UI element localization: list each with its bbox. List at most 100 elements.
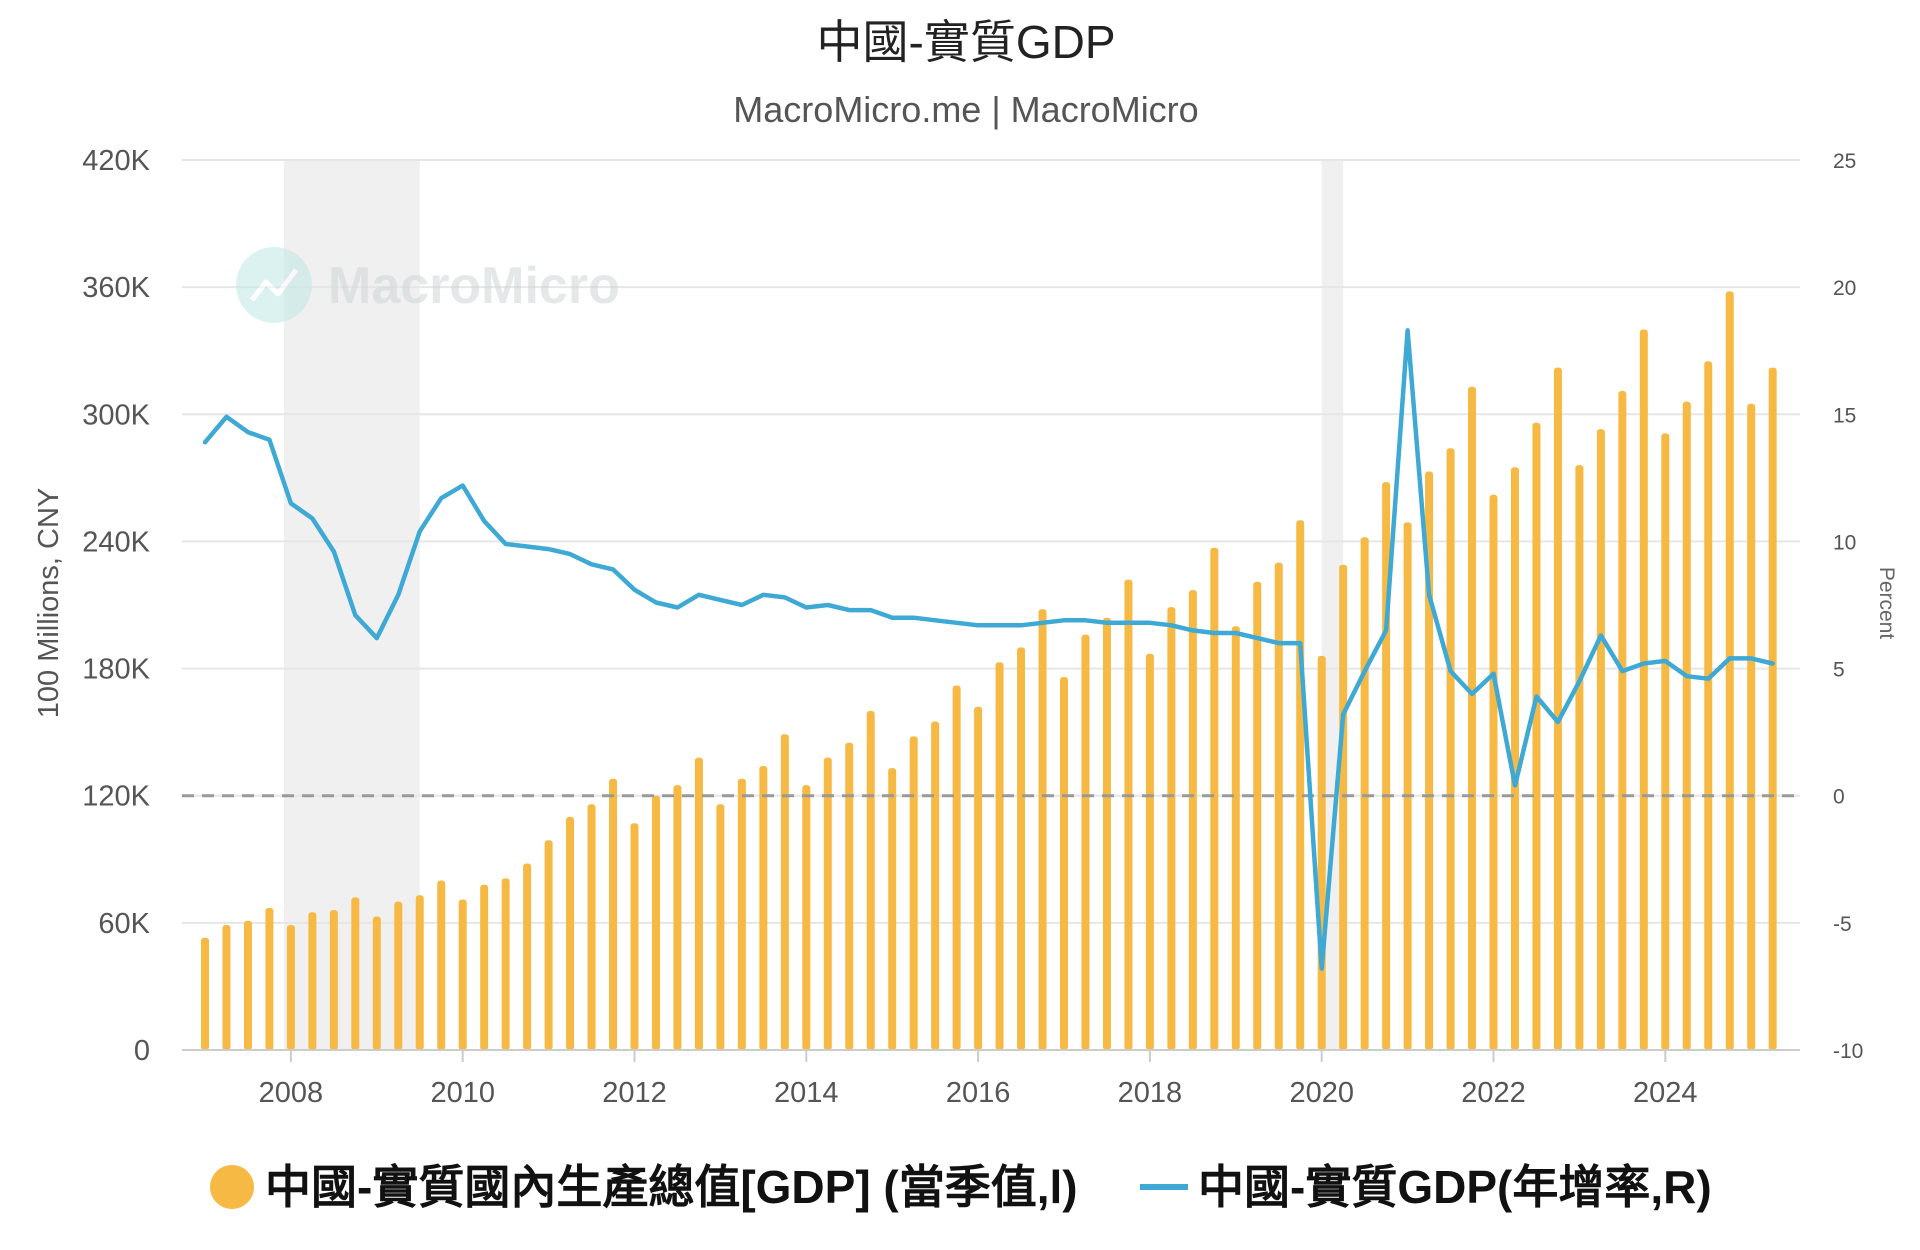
gdp-bar [802,785,811,1050]
gdp-bar [909,736,918,1050]
gdp-bar [1661,433,1670,1050]
watermark-logo-line-icon [250,268,298,302]
legend-gdp-label: 中國-實質國內生產總值[GDP] (當季值,l) [265,1161,1078,1213]
left-tick-label: 240K [82,526,150,558]
x-tick-label: 2024 [1633,1077,1698,1109]
right-tick-label: 20 [1833,277,1856,300]
right-tick-label: 5 [1833,659,1845,682]
gdp-bar [1425,471,1434,1050]
gdp-bar [780,734,789,1050]
gdp-bar [1167,607,1176,1050]
gdp-bar [1403,522,1412,1050]
gdp-bar [1145,653,1154,1050]
right-tick-label: 15 [1833,404,1856,427]
x-tick-label: 2012 [602,1077,667,1109]
legend-item-growth[interactable]: 中國-實質GDP(年增率,R) [1140,1161,1712,1213]
gdp-bar [759,766,768,1050]
left-tick-label: 120K [82,781,150,813]
gdp-bar [587,804,596,1050]
gdp-bar [265,908,274,1050]
gdp-bar [888,768,897,1050]
gdp-bar [566,816,575,1050]
right-tick-label: 10 [1833,531,1856,554]
watermark-text: MacroMicro [328,257,620,315]
gdp-bar [308,912,317,1050]
gdp-bar [394,901,403,1050]
gdp-bar [1510,467,1519,1050]
gdp-bar [845,742,854,1050]
x-tick-label: 2020 [1289,1077,1354,1109]
gdp-bar [1446,448,1455,1050]
gdp-bar [1639,329,1648,1050]
gdp-bar [1725,291,1734,1050]
gdp-bar [716,804,725,1050]
gdp-bar [523,863,532,1050]
x-tick-label: 2018 [1118,1077,1183,1109]
gdp-bar [1575,465,1584,1051]
gdp-bar [1102,617,1111,1050]
gdp-bar [1274,562,1283,1050]
gdp-bar [995,662,1004,1050]
gdp-bar [1038,609,1047,1050]
gdp-bar [351,897,360,1050]
axes: 0 60K 120K 180K 240K 300K 360K 420K -10 -5 0 5 10 15 2… [82,145,1863,1109]
gdp-bar [1317,655,1326,1050]
left-tick-label: 360K [82,272,150,304]
left-tick-label: 0 [134,1035,150,1067]
gdp-bar [1210,547,1219,1050]
gdp-bar [372,916,381,1050]
chart-subtitle: MacroMicro.me | MacroMicro [733,89,1198,130]
left-axis-label: 100 Millions, CNY [33,488,65,718]
left-tick-label: 300K [82,399,150,431]
gdp-bar [222,924,231,1050]
gdp-bar [501,878,510,1050]
left-tick-label: 420K [82,145,150,177]
right-tick-label: -5 [1833,913,1852,936]
gdp-bar [1339,564,1348,1050]
gdp-bar [737,778,746,1050]
gdp-bar [1532,422,1541,1050]
gdp-bar [1704,361,1713,1050]
gdp-bar [1081,634,1090,1050]
gdp-bar [931,721,940,1050]
legend-item-gdp[interactable]: 中國-實質國內生產總值[GDP] (當季值,l) [210,1161,1078,1213]
gdp-bar [1296,520,1305,1050]
gdp-bar [1747,403,1756,1050]
gdp-bar [1360,537,1369,1050]
gdp-bar [1017,647,1026,1050]
left-tick-label: 180K [82,654,150,686]
x-tick-label: 2008 [259,1077,324,1109]
gdp-bar [201,937,209,1050]
gdp-bar [437,880,446,1050]
right-tick-label: 0 [1833,786,1845,809]
watermark-logo-icon [236,247,312,323]
growth-line-path [202,328,1775,971]
growth-line [202,328,1775,971]
x-tick-label: 2010 [430,1077,495,1109]
gdp-bar [1682,401,1691,1051]
gdp-bar [1124,579,1133,1050]
gdp-bar [1253,581,1262,1050]
gdp-bar [458,899,467,1050]
gdp-bar [415,895,424,1050]
gdp-bar [544,840,553,1050]
right-tick-label: -10 [1833,1040,1863,1063]
gdp-bar [286,924,295,1050]
gdp-bar [1188,590,1197,1050]
gdp-bar [1060,677,1068,1050]
x-tick-label: 2014 [774,1077,839,1109]
x-tick-label: 2016 [946,1077,1011,1109]
gdp-bar [630,823,639,1050]
x-tick-label: 2022 [1461,1077,1526,1109]
gdp-bar [1489,494,1498,1050]
gdp-bar [329,910,338,1050]
gdp-bar [1596,429,1605,1051]
gdp-bar [823,757,832,1050]
gdp-bar [1553,367,1562,1051]
macromicro-watermark: MacroMicro [236,247,620,323]
legend-growth-label: 中國-實質GDP(年增率,R) [1198,1161,1712,1213]
gdp-bar [480,884,489,1050]
gdp-bar [673,785,682,1050]
